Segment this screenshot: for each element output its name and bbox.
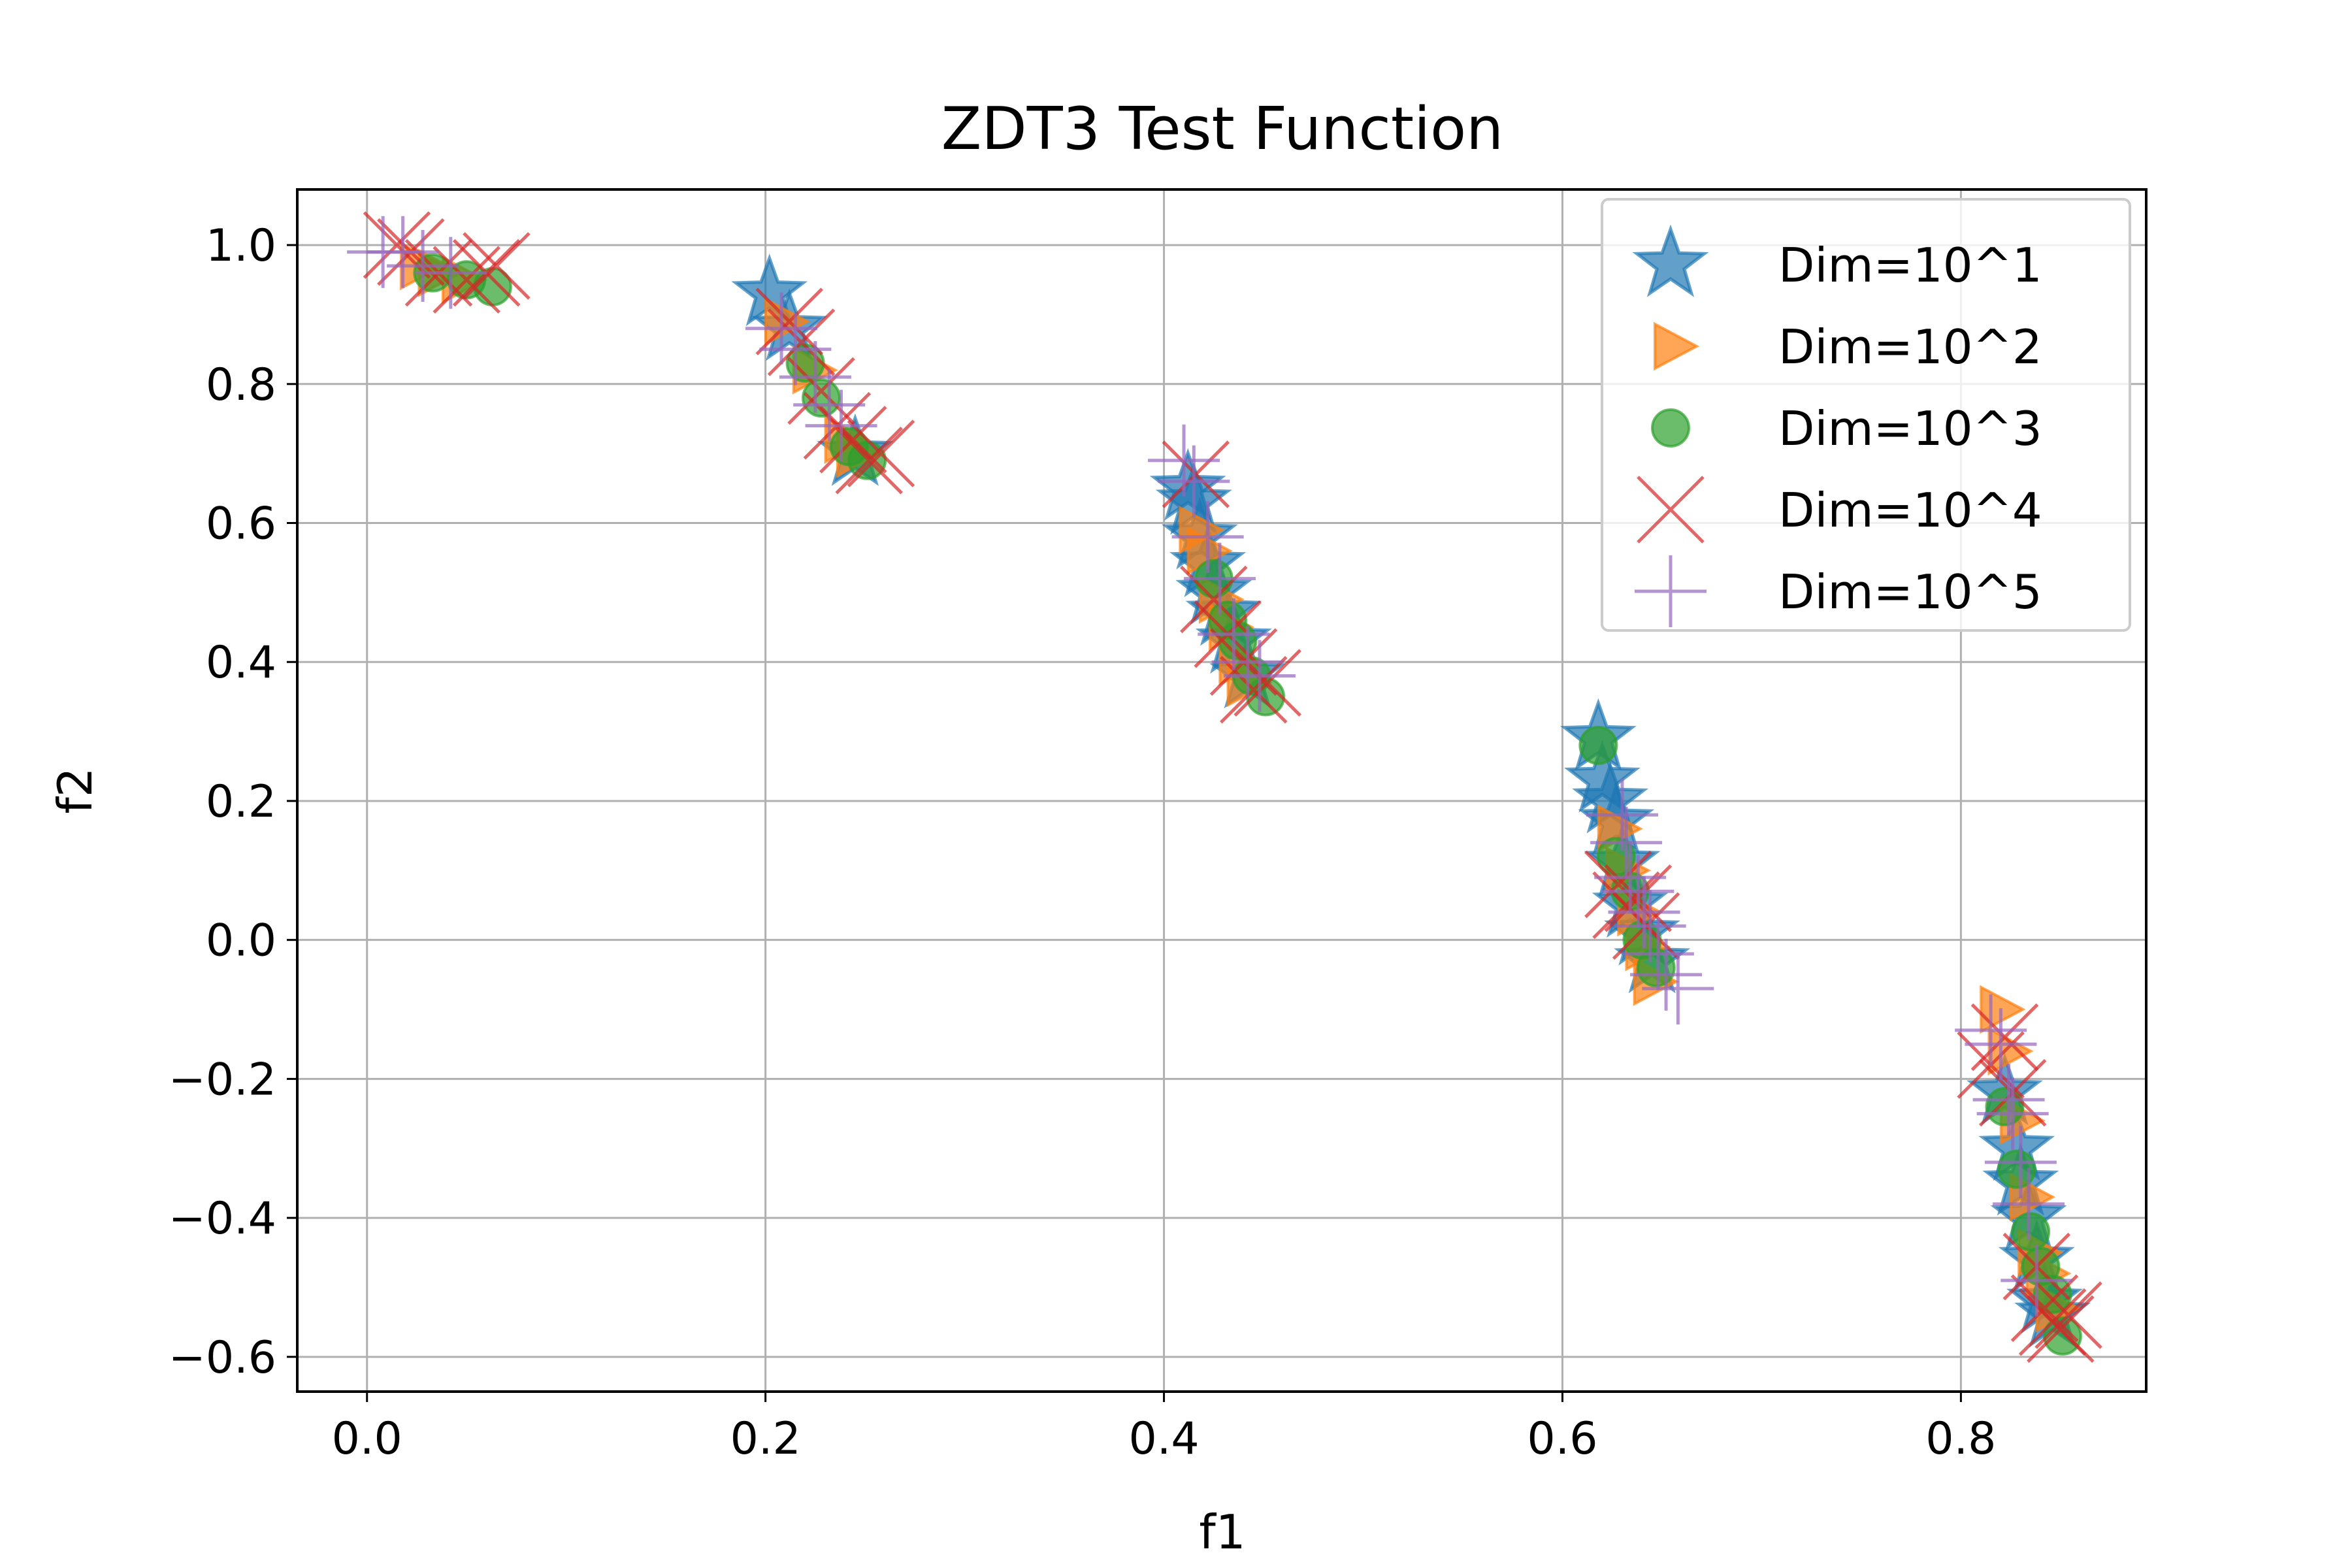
data-point xyxy=(759,313,832,385)
data-point xyxy=(1955,994,2027,1066)
data-point xyxy=(1158,445,1230,517)
y-axis-label: f2 xyxy=(48,767,103,813)
y-tick-label: 0.4 xyxy=(206,637,276,689)
data-point xyxy=(1198,598,1270,670)
y-tick-label: 0.2 xyxy=(206,776,276,828)
data-point xyxy=(1171,500,1244,573)
legend: Dim=10^1 Dim=10^2 Dim=10^3 Dim=10^4 Dim=10^5 xyxy=(1601,198,2131,632)
data-point xyxy=(1223,640,1296,712)
data-point xyxy=(2042,1316,2082,1356)
data-point xyxy=(787,357,855,425)
legend-marker xyxy=(1654,321,1700,371)
data-point xyxy=(1602,855,1674,928)
data-point xyxy=(1211,626,1284,698)
data-point xyxy=(1614,890,1686,962)
legend-marker xyxy=(1632,224,1709,297)
data-point xyxy=(2027,1295,2095,1364)
legend-label: Dim=10^5 xyxy=(1778,564,2042,619)
data-point xyxy=(387,229,459,302)
data-point xyxy=(1976,1077,2049,1150)
data-point xyxy=(767,308,836,376)
data-point xyxy=(2010,1274,2079,1343)
data-point xyxy=(2001,1244,2073,1316)
data-point xyxy=(835,427,903,495)
legend-label: Dim=10^3 xyxy=(1778,401,2042,456)
y-tick-label: −0.6 xyxy=(169,1332,276,1384)
y-tick-label: 0.6 xyxy=(206,498,276,550)
data-point xyxy=(1965,1008,2037,1081)
data-point xyxy=(1183,542,1256,615)
x-tick-label: 0.8 xyxy=(1925,1413,1996,1465)
data-point xyxy=(793,368,866,441)
x-axis-label: f1 xyxy=(1199,1505,1245,1560)
series-5 xyxy=(347,216,2073,1316)
data-point xyxy=(2011,1212,2051,1252)
data-point xyxy=(755,287,824,355)
data-point xyxy=(779,341,851,414)
x-tick-label: 0.6 xyxy=(1527,1413,1597,1465)
data-point xyxy=(1970,1003,2039,1071)
data-point xyxy=(1608,876,1680,949)
legend-marker xyxy=(1637,476,1705,544)
legend-label: Dim=10^1 xyxy=(1778,238,2042,293)
data-point xyxy=(367,216,439,288)
legend-label: Dim=10^2 xyxy=(1778,319,2042,374)
legend-marker xyxy=(1651,408,1690,448)
data-point xyxy=(1220,656,1288,724)
data-points xyxy=(347,211,2102,1364)
data-point xyxy=(2033,1275,2072,1315)
data-point xyxy=(1622,917,1694,990)
data-point xyxy=(414,237,487,309)
data-point xyxy=(1642,953,1714,1025)
data-point xyxy=(463,232,531,300)
data-point xyxy=(1578,725,1618,765)
chart-title: ZDT3 Test Function xyxy=(941,95,1503,163)
data-point xyxy=(1584,850,1652,919)
data-point xyxy=(1630,938,1703,1011)
y-tick-label: −0.2 xyxy=(169,1054,276,1105)
data-point xyxy=(1586,779,1658,851)
legend-label: Dim=10^4 xyxy=(1778,483,2042,538)
x-tick-label: 0.0 xyxy=(332,1413,402,1465)
data-point xyxy=(847,419,915,487)
legend-marker xyxy=(1635,555,1707,627)
data-point xyxy=(1148,424,1220,497)
data-point xyxy=(1984,1126,2057,1199)
data-point xyxy=(1162,440,1230,508)
x-tick-label: 0.4 xyxy=(1128,1413,1199,1465)
plot-frame xyxy=(296,188,2148,1393)
y-tick-label: −0.4 xyxy=(169,1193,276,1245)
data-point xyxy=(1590,806,1663,879)
data-point xyxy=(1997,1149,2036,1189)
data-point xyxy=(805,389,877,462)
axis-ticks: 0.0 0.2 0.4 0.6 0.8 −0.6 −0.4 −0.2 0.0 0.2 0.4 0.6 0… xyxy=(169,220,1997,1465)
data-point xyxy=(745,292,818,365)
data-point xyxy=(1972,1064,2045,1136)
x-tick-label: 0.2 xyxy=(730,1413,801,1465)
y-tick-label: 0.8 xyxy=(206,359,276,411)
data-point xyxy=(1594,841,1667,913)
legend-box xyxy=(1601,198,2131,632)
y-tick-label: 0.0 xyxy=(206,915,276,967)
data-point xyxy=(2034,1281,2102,1349)
data-point xyxy=(1993,1168,2065,1240)
y-tick-label: 1.0 xyxy=(206,220,276,272)
